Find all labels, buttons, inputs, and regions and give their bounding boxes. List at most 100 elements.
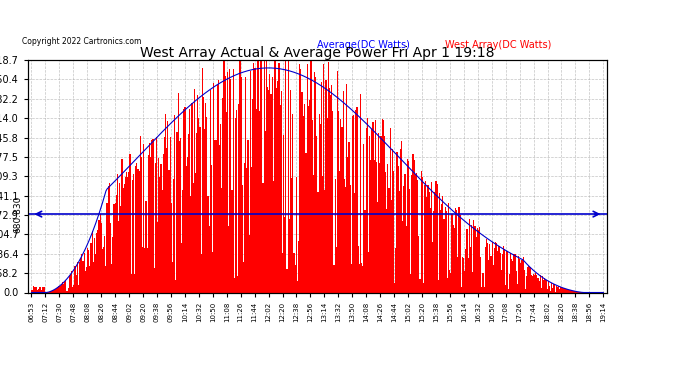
Bar (495, 242, 496, 292)
Bar (388, 188, 390, 292)
Bar (424, 185, 425, 292)
Bar (217, 80, 219, 292)
Bar (104, 237, 106, 292)
Bar (413, 154, 414, 292)
Bar (195, 172, 196, 292)
Bar (245, 77, 246, 292)
Bar (72, 287, 73, 292)
Bar (214, 140, 215, 292)
Bar (391, 200, 392, 292)
Bar (541, 288, 542, 292)
Bar (307, 64, 308, 292)
Bar (498, 246, 500, 292)
Bar (418, 236, 420, 292)
Bar (469, 219, 470, 292)
Bar (193, 183, 194, 292)
Bar (158, 158, 159, 292)
Bar (57, 287, 59, 292)
Bar (139, 171, 140, 292)
Bar (133, 174, 134, 292)
Bar (420, 279, 421, 292)
Bar (411, 175, 413, 292)
Bar (272, 77, 273, 292)
Bar (150, 157, 151, 292)
Bar (321, 82, 322, 292)
Bar (394, 283, 395, 292)
Bar (59, 286, 61, 292)
Bar (479, 227, 480, 292)
Bar (486, 239, 487, 292)
Bar (288, 219, 290, 292)
Bar (165, 114, 166, 292)
Bar (108, 186, 109, 292)
Bar (61, 284, 62, 292)
Bar (258, 60, 259, 292)
Bar (146, 248, 148, 292)
Bar (564, 288, 565, 292)
Bar (462, 257, 463, 292)
Bar (302, 116, 304, 292)
Bar (175, 280, 177, 292)
Bar (186, 166, 187, 292)
Bar (518, 256, 519, 292)
Bar (349, 185, 351, 292)
Bar (347, 157, 348, 292)
Bar (338, 111, 339, 292)
Bar (210, 165, 212, 292)
Bar (213, 83, 215, 292)
Bar (109, 183, 110, 292)
Bar (161, 190, 163, 292)
Bar (536, 275, 538, 292)
Bar (409, 189, 411, 292)
Bar (204, 129, 205, 292)
Bar (465, 249, 466, 292)
Bar (229, 69, 230, 292)
Bar (440, 210, 441, 292)
Bar (56, 288, 57, 292)
Bar (120, 206, 121, 292)
Bar (373, 160, 375, 292)
Bar (191, 103, 193, 292)
Bar (573, 291, 574, 292)
Bar (281, 92, 282, 292)
Bar (135, 166, 137, 292)
Bar (400, 149, 401, 292)
Bar (395, 248, 397, 292)
Bar (156, 136, 157, 292)
Bar (323, 64, 324, 292)
Bar (234, 278, 235, 292)
Bar (92, 262, 94, 292)
Bar (506, 251, 508, 292)
Bar (248, 235, 250, 292)
Bar (282, 253, 283, 292)
Bar (106, 203, 108, 292)
Text: Copyright 2022 Cartronics.com: Copyright 2022 Cartronics.com (22, 37, 141, 46)
Bar (529, 267, 531, 292)
Bar (137, 170, 139, 292)
Bar (266, 60, 267, 292)
Bar (353, 116, 354, 292)
Bar (167, 121, 168, 292)
Bar (290, 90, 291, 292)
Text: West Array(DC Watts): West Array(DC Watts) (445, 40, 551, 50)
Bar (297, 281, 298, 292)
Bar (520, 262, 522, 292)
Bar (420, 171, 422, 292)
Bar (227, 72, 228, 292)
Bar (55, 289, 56, 292)
Bar (70, 274, 71, 292)
Bar (444, 207, 446, 292)
Bar (508, 289, 509, 292)
Bar (399, 191, 400, 292)
Bar (142, 247, 144, 292)
Bar (210, 90, 211, 292)
Bar (83, 253, 85, 292)
Bar (401, 141, 402, 292)
Bar (87, 248, 88, 292)
Bar (246, 168, 248, 292)
Bar (511, 259, 512, 292)
Bar (299, 64, 300, 292)
Bar (339, 171, 340, 292)
Bar (125, 177, 126, 292)
Bar (510, 253, 511, 292)
